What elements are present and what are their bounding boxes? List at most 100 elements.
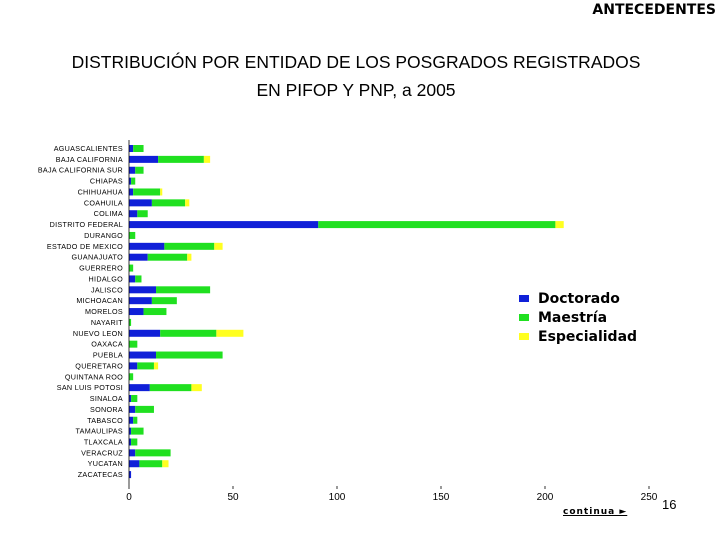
bar-segment-doctorado bbox=[129, 177, 132, 185]
bar-segment-doctorado bbox=[129, 199, 152, 207]
x-tick-label: 100 bbox=[329, 492, 346, 503]
title-line-2: EN PIFOP Y PNP, a 2005 bbox=[256, 80, 456, 100]
bar-segment-doctorado bbox=[129, 427, 132, 435]
category-label: BAJA CALIFORNIA bbox=[56, 155, 123, 164]
bar-segment-doctorado bbox=[129, 221, 319, 229]
bar-segment-maestria bbox=[131, 395, 138, 403]
category-label: SAN LUIS POTOSI bbox=[57, 383, 123, 392]
bar-segment-maestria bbox=[129, 318, 132, 326]
bar-segment-maestria bbox=[139, 460, 163, 468]
category-label: QUERETARO bbox=[75, 361, 123, 370]
bar-segment-doctorado bbox=[129, 395, 132, 403]
page-title: DISTRIBUCIÓN POR ENTIDAD DE LOS POSGRADO… bbox=[0, 48, 712, 104]
bar-segment-maestria bbox=[129, 231, 136, 239]
bar-segment-especialidad bbox=[555, 221, 564, 229]
bar-segment-maestria bbox=[164, 242, 215, 250]
category-label: QUINTANA ROO bbox=[65, 372, 123, 381]
x-tick-label: 50 bbox=[227, 492, 239, 503]
legend-label-maestria: Maestría bbox=[538, 309, 608, 326]
legend-swatch-doctorado bbox=[519, 295, 529, 302]
category-label: GUERRERO bbox=[79, 264, 123, 273]
category-label: AGUASCALIENTES bbox=[54, 144, 123, 153]
bar-segment-doctorado bbox=[129, 460, 140, 468]
bar-segment-maestria bbox=[147, 253, 188, 261]
bar-segment-maestria bbox=[151, 297, 177, 305]
bar-segment-maestria bbox=[149, 384, 192, 392]
bar-segment-doctorado bbox=[129, 286, 157, 294]
bar-segment-especialidad bbox=[187, 253, 192, 261]
bar-segment-doctorado bbox=[129, 166, 136, 174]
bar-segment-doctorado bbox=[129, 210, 138, 218]
bar-segment-maestria bbox=[131, 177, 136, 185]
legend-label-especialidad: Especialidad bbox=[538, 328, 638, 345]
bar-segment-maestria bbox=[143, 308, 167, 316]
bar-segment-doctorado bbox=[129, 275, 136, 283]
category-label: HIDALGO bbox=[89, 274, 124, 283]
bar-segment-maestria bbox=[135, 166, 144, 174]
bar-segment-especialidad bbox=[203, 155, 211, 163]
category-label: DISTRITO FEDERAL bbox=[50, 220, 123, 229]
bar-segment-maestria bbox=[135, 275, 142, 283]
bar-segment-doctorado bbox=[129, 155, 159, 163]
bar-segment-doctorado bbox=[129, 145, 134, 152]
category-label: SINALOA bbox=[90, 394, 123, 403]
title-line-1: DISTRIBUCIÓN POR ENTIDAD DE LOS POSGRADO… bbox=[71, 52, 641, 72]
bar-segment-especialidad bbox=[214, 242, 223, 250]
category-label: ESTADO DE MEXICO bbox=[47, 242, 123, 251]
category-label: VERACRUZ bbox=[81, 448, 123, 457]
page-number: 16 bbox=[662, 497, 677, 512]
category-label: ZACATECAS bbox=[78, 470, 123, 479]
bar-segment-doctorado bbox=[129, 297, 152, 305]
section-header: ANTECEDENTES bbox=[592, 2, 716, 18]
bar-segment-doctorado bbox=[129, 188, 134, 196]
bar-segment-doctorado bbox=[129, 405, 136, 413]
category-label: CHIAPAS bbox=[90, 177, 123, 186]
category-label: BAJA CALIFORNIA SUR bbox=[38, 166, 123, 175]
bar-segment-especialidad bbox=[162, 460, 169, 468]
category-label: NAYARIT bbox=[91, 318, 123, 327]
bar-segment-especialidad bbox=[160, 188, 163, 196]
category-label: COAHUILA bbox=[84, 198, 123, 207]
legend-item-doctorado: Doctorado bbox=[519, 289, 637, 308]
chart-legend: Doctorado Maestría Especialidad bbox=[519, 289, 637, 346]
bar-segment-especialidad bbox=[185, 199, 190, 207]
bar-segment-doctorado bbox=[129, 308, 144, 316]
bar-segment-maestria bbox=[129, 340, 138, 348]
bar-segment-maestria bbox=[129, 264, 134, 272]
bar-segment-maestria bbox=[158, 155, 204, 163]
bar-segment-maestria bbox=[135, 405, 154, 413]
category-label: TLAXCALA bbox=[84, 437, 123, 446]
category-label: YUCATAN bbox=[88, 459, 123, 468]
bar-segment-maestria bbox=[156, 351, 223, 359]
category-label: NUEVO LEON bbox=[73, 329, 123, 338]
category-label: JALISCO bbox=[91, 285, 123, 294]
bar-segment-maestria bbox=[318, 221, 556, 229]
bar-segment-especialidad bbox=[216, 329, 244, 337]
legend-item-maestria: Maestría bbox=[519, 308, 637, 327]
bar-segment-doctorado bbox=[129, 416, 134, 424]
bar-segment-maestria bbox=[131, 427, 144, 435]
bar-segment-doctorado bbox=[129, 329, 161, 337]
continue-link[interactable]: continua ► bbox=[563, 507, 628, 517]
bar-segment-maestria bbox=[137, 210, 148, 218]
category-label: MORELOS bbox=[85, 307, 123, 316]
bar-segment-maestria bbox=[133, 416, 138, 424]
bar-segment-maestria bbox=[129, 373, 134, 381]
bar-segment-doctorado bbox=[129, 253, 148, 261]
bar-segment-especialidad bbox=[191, 384, 202, 392]
bar-segment-maestria bbox=[135, 449, 171, 457]
bar-segment-doctorado bbox=[129, 362, 138, 370]
bar-segment-doctorado bbox=[129, 351, 157, 359]
bar-segment-maestria bbox=[133, 145, 144, 152]
category-label: PUEBLA bbox=[93, 351, 123, 360]
category-label: GUANAJUATO bbox=[72, 253, 124, 262]
bar-segment-doctorado bbox=[129, 384, 150, 392]
bar-segment-maestria bbox=[137, 362, 154, 370]
x-tick-label: 250 bbox=[641, 492, 658, 503]
category-label: COLIMA bbox=[94, 209, 123, 218]
legend-swatch-maestria bbox=[519, 314, 529, 321]
bar-segment-especialidad bbox=[153, 362, 159, 370]
category-label: OAXACA bbox=[91, 340, 123, 349]
x-tick-label: 150 bbox=[433, 492, 450, 503]
